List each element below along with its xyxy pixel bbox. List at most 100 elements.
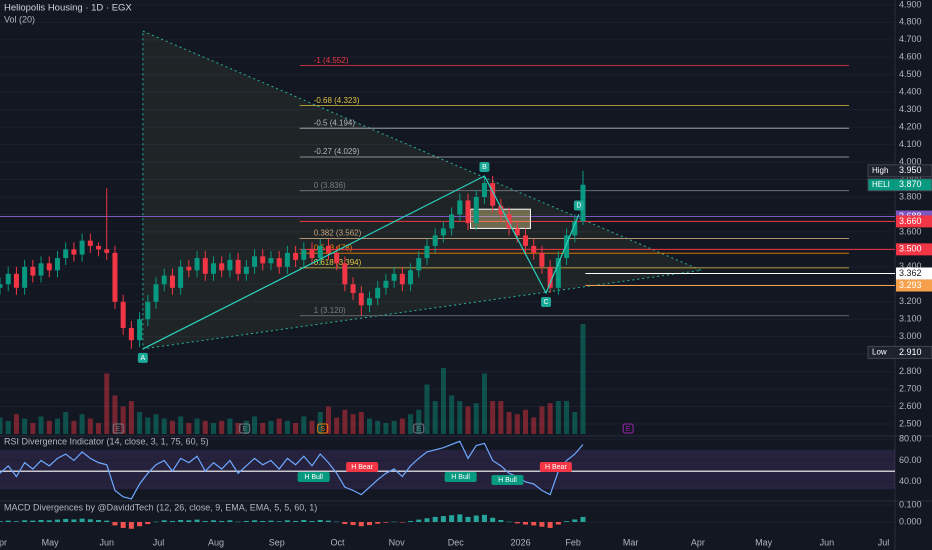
histogram-bar	[301, 519, 307, 523]
histogram-bar	[30, 520, 36, 523]
histogram-bar	[38, 519, 44, 523]
histogram-bar	[523, 522, 529, 525]
price-label-box	[896, 243, 932, 256]
candle-body	[0, 284, 3, 288]
volume-bar	[317, 412, 323, 434]
event-label: S	[320, 426, 325, 433]
histogram-bar	[490, 517, 496, 523]
candle-body	[22, 266, 28, 288]
candle-body	[96, 245, 102, 250]
histogram-bar	[342, 522, 348, 525]
volume-bar	[293, 423, 299, 434]
candle-body	[202, 258, 208, 274]
histogram-bar	[219, 520, 225, 523]
candle-body	[235, 259, 241, 274]
x-tick-label: Nov	[389, 537, 406, 547]
volume-bar	[178, 416, 184, 434]
histogram-bar	[153, 521, 159, 523]
histogram-bar	[96, 519, 102, 523]
volume-bar	[399, 418, 405, 434]
volume-bar	[498, 401, 504, 434]
divergence-tag	[539, 462, 572, 473]
histogram-bar	[399, 522, 405, 523]
candle-body	[38, 263, 44, 276]
candle-body	[523, 235, 529, 246]
volume-bar	[449, 395, 455, 434]
rsi-line	[0, 440, 584, 500]
volume-bar	[309, 420, 315, 434]
candle-body	[293, 252, 299, 260]
histogram-bar	[252, 520, 258, 523]
candle-body	[555, 258, 561, 288]
candle-body	[13, 273, 19, 288]
histogram-bar	[79, 518, 85, 523]
candle-body	[432, 235, 438, 246]
histogram-bar	[268, 520, 274, 523]
histogram-bar	[317, 519, 323, 523]
volume-bar	[424, 384, 430, 434]
x-tick-label: Jul	[153, 537, 165, 547]
candle-body	[449, 214, 455, 229]
x-tick-label: Dec	[448, 537, 465, 547]
candle-body	[457, 200, 463, 215]
divergence-tag	[491, 475, 524, 486]
histogram-bar	[22, 520, 28, 523]
price-tag-name: HELI	[872, 180, 890, 189]
candle-body	[408, 270, 414, 285]
candle-body	[219, 263, 225, 271]
candle-body	[358, 293, 364, 306]
candle-body	[564, 235, 570, 259]
fib-label: -1 (4.552)	[314, 56, 349, 65]
x-tick-label: Sep	[269, 537, 285, 547]
candle-body	[547, 266, 553, 288]
volume-bar	[54, 418, 60, 434]
volume-bar	[547, 403, 553, 434]
volume-bar	[276, 418, 282, 434]
volume-bar	[383, 423, 389, 434]
y-tick-label: 3.200	[899, 296, 922, 306]
y-tick-label: 40.00	[899, 476, 922, 486]
candle-body	[161, 275, 167, 285]
volume-bar	[210, 423, 216, 434]
candle-body	[30, 266, 36, 276]
volume-bar	[408, 414, 414, 434]
volume-bar	[38, 416, 44, 434]
volume-bar	[465, 406, 471, 434]
y-tick-label: 3.800	[899, 191, 922, 201]
histogram-bar	[0, 521, 3, 523]
fib-label: -0.27 (4.029)	[314, 147, 360, 156]
volume-bar	[235, 423, 241, 434]
event-marker	[317, 423, 329, 434]
pattern-point-box	[479, 162, 490, 173]
fib-label: 1 (3.120)	[314, 306, 346, 315]
volume-legend: Vol (20)	[4, 14, 35, 24]
pattern-point-label: B	[482, 164, 487, 171]
volume-bar	[30, 423, 36, 434]
volume-bar	[564, 401, 570, 434]
price-label: 3.362	[899, 268, 922, 278]
volume-bar	[79, 414, 85, 434]
triangle-pattern	[142, 30, 704, 350]
histogram-bar	[416, 519, 422, 523]
volume-bar	[490, 401, 496, 434]
histogram-bar	[334, 521, 340, 523]
y-tick-label: 4.400	[899, 87, 922, 97]
histogram-bar	[13, 521, 19, 523]
histogram-bar	[5, 520, 11, 523]
volume-bar	[342, 409, 348, 434]
y-tick-label: 4.600	[899, 52, 922, 62]
price-label-box	[896, 215, 932, 228]
candle-body	[284, 252, 290, 267]
volume-bar	[202, 420, 208, 434]
candle-body	[71, 249, 77, 255]
candle-body	[276, 258, 282, 267]
y-tick-label: 80.00	[899, 434, 922, 444]
y-tick-label: 3.600	[899, 226, 922, 236]
y-tick-label: 4.500	[899, 69, 922, 79]
divergence-label: H Bull	[498, 477, 517, 484]
divergence-tag	[346, 462, 379, 473]
histogram-bar	[243, 520, 249, 523]
volume-bar	[46, 420, 52, 434]
y-tick-label: 2.500	[899, 418, 922, 428]
y-tick-label: 2.700	[899, 383, 922, 393]
